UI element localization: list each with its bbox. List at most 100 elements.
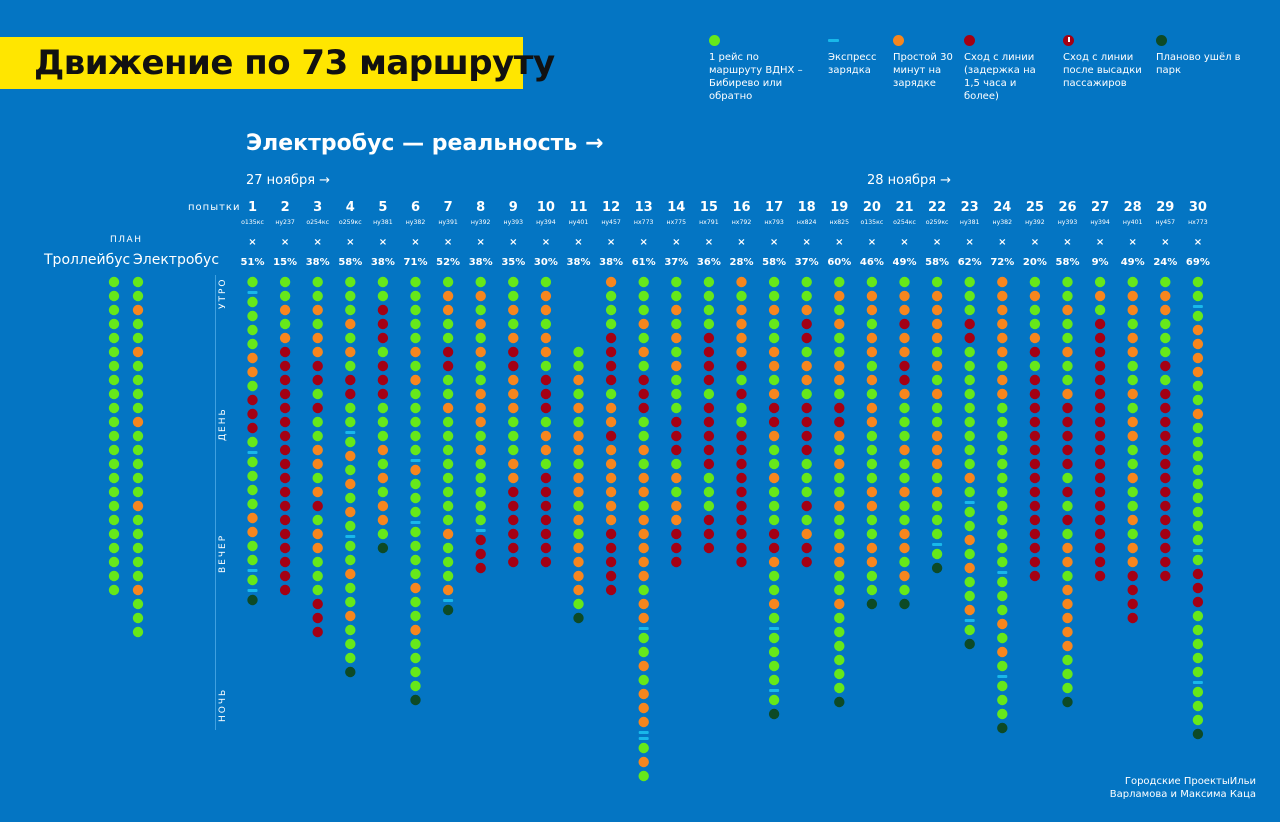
attempt-20-trip-dot [866, 430, 878, 442]
attempt-20-idle-dot [866, 304, 878, 316]
attempt-bus-code: ну381 [960, 219, 980, 226]
attempt-24-idle-dot [997, 290, 1008, 302]
plan-mark: × [509, 237, 517, 248]
attempt-5-trip-dot [377, 416, 389, 428]
attempt-5-trip-dot [377, 290, 389, 302]
attempt-6-trip-dot [410, 540, 421, 552]
attempt-21-idle-dot [899, 542, 910, 554]
attempt-20-trip-dot [866, 360, 878, 372]
attempt-29-fail-dot [1160, 556, 1171, 568]
attempt-23-fail-dot [964, 318, 975, 330]
attempt-25-fail-dot [1029, 416, 1041, 428]
attempt-13-trip-dot [638, 304, 649, 316]
attempt-28-trip-dot [1127, 458, 1138, 470]
attempt-25-trip-dot [1029, 318, 1041, 330]
plan-electrobus-trip-dot [132, 402, 144, 414]
attempt-10-idle-dot [540, 304, 552, 316]
attempt-23-trip-dot [964, 304, 975, 316]
attempt-1-charge-mark [247, 451, 258, 454]
attempt-18-fail-dot [801, 556, 812, 568]
attempt-23-idle-dot [964, 562, 975, 574]
attempt-1-trip-dot [247, 498, 258, 510]
attempt-30-trip-dot [1192, 478, 1204, 490]
attempt-percent: 38% [306, 257, 330, 268]
attempt-14-trip-dot [671, 374, 682, 386]
plan-electrobus-trip-dot [132, 626, 144, 638]
attempt-20-idle-dot [866, 346, 878, 358]
attempt-percent: 15% [273, 257, 297, 268]
attempt-25-fail-dot [1029, 388, 1041, 400]
attempt-30-trip-dot [1192, 554, 1204, 566]
attempt-28-trip-dot [1127, 276, 1138, 288]
attempt-percent: 58% [1056, 257, 1080, 268]
attempt-25-idle-dot [1029, 290, 1041, 302]
credit: Городские ПроектыИльи Варламова и Максим… [1110, 775, 1256, 801]
attempt-bus-code: ну392 [471, 219, 491, 226]
attempt-20-idle-dot [866, 500, 878, 512]
attempt-19-trip-dot [834, 444, 845, 456]
attempt-6-trip-dot [410, 290, 421, 302]
attempt-17-trip-dot [768, 374, 780, 386]
attempt-21-trip-dot [899, 472, 910, 484]
attempt-21-idle-dot [899, 444, 910, 456]
attempt-10-idle-dot [540, 332, 552, 344]
attempt-28-fail-dot [1127, 598, 1138, 610]
attempt-14-trip-dot [671, 402, 682, 414]
attempt-3-fail-dot [312, 402, 323, 414]
legend-mark-trip [709, 35, 720, 46]
attempt-7-trip-dot [442, 388, 454, 400]
attempt-11-idle-dot [573, 374, 584, 386]
attempt-28-idle-dot [1127, 332, 1138, 344]
attempt-7-trip-dot [442, 542, 454, 554]
attempt-1-trip-dot [247, 470, 258, 482]
attempt-number: 15 [700, 200, 718, 215]
attempt-21-trip-dot [899, 514, 910, 526]
legend-item-fail-drop: Сход с линии после высадки пассажиров [1063, 35, 1153, 90]
attempt-6-trip-dot [410, 638, 421, 650]
attempt-7-idle-dot [442, 584, 454, 596]
attempt-24-idle-dot [997, 646, 1008, 658]
attempt-8-trip-dot [475, 304, 486, 316]
attempt-2-fail-dot [279, 486, 291, 498]
attempt-1-charge-mark [247, 569, 258, 572]
attempt-4-trip-dot [345, 492, 356, 504]
attempt-5-trip-dot [377, 458, 389, 470]
attempt-30-trip-dot [1192, 380, 1204, 392]
attempt-23-idle-dot [964, 604, 975, 616]
attempt-4-trip-dot [345, 652, 356, 664]
attempt-2-fail-dot [279, 556, 291, 568]
attempt-18-fail-dot [801, 444, 812, 456]
attempt-29-fail-dot [1160, 458, 1171, 470]
attempt-29-fail-dot [1160, 444, 1171, 456]
attempt-18-trip-dot [801, 290, 812, 302]
attempt-bus-code: нх793 [764, 219, 784, 226]
attempt-26-trip-dot [1062, 472, 1073, 484]
attempt-14-idle-dot [671, 514, 682, 526]
attempt-9-fail-dot [508, 556, 519, 568]
legend-text-idle: Простой 30 минут на зарядке [893, 52, 953, 89]
attempt-1-idle-dot [247, 366, 258, 378]
attempt-20-trip-dot [866, 472, 878, 484]
attempt-20-idle-dot [866, 290, 878, 302]
attempt-13-idle-dot [638, 688, 649, 700]
attempt-17-idle-dot [768, 430, 780, 442]
attempt-8-idle-dot [475, 444, 486, 456]
legend-item-idle: Простой 30 минут на зарядке [893, 35, 983, 90]
attempt-bus-code: нх792 [732, 219, 752, 226]
attempt-26-idle-dot [1062, 626, 1073, 638]
attempt-3-fail-dot [312, 598, 323, 610]
attempt-19-idle-dot [834, 290, 845, 302]
attempt-2-idle-dot [279, 332, 291, 344]
attempt-29-fail-dot [1160, 486, 1171, 498]
attempt-25-fail-dot [1029, 486, 1041, 498]
attempt-10-fail-dot [540, 402, 552, 414]
attempt-26-park-dot [1062, 696, 1073, 708]
attempt-4-trip-dot [345, 582, 356, 594]
attempt-20-trip-dot [866, 318, 878, 330]
attempt-4-idle-dot [345, 478, 356, 490]
attempt-13-idle-dot [638, 528, 649, 540]
attempt-15-trip-dot [703, 500, 715, 512]
attempt-26-trip-dot [1062, 682, 1073, 694]
attempt-24-idle-dot [997, 374, 1008, 386]
attempt-13-idle-dot [638, 756, 649, 768]
